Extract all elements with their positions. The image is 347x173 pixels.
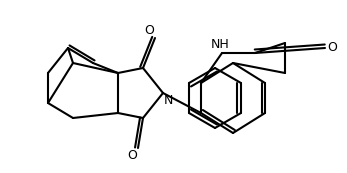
- Text: O: O: [144, 24, 154, 37]
- Text: N: N: [164, 94, 174, 107]
- Text: O: O: [127, 149, 137, 162]
- Text: O: O: [327, 42, 337, 54]
- Text: NH: NH: [211, 38, 229, 51]
